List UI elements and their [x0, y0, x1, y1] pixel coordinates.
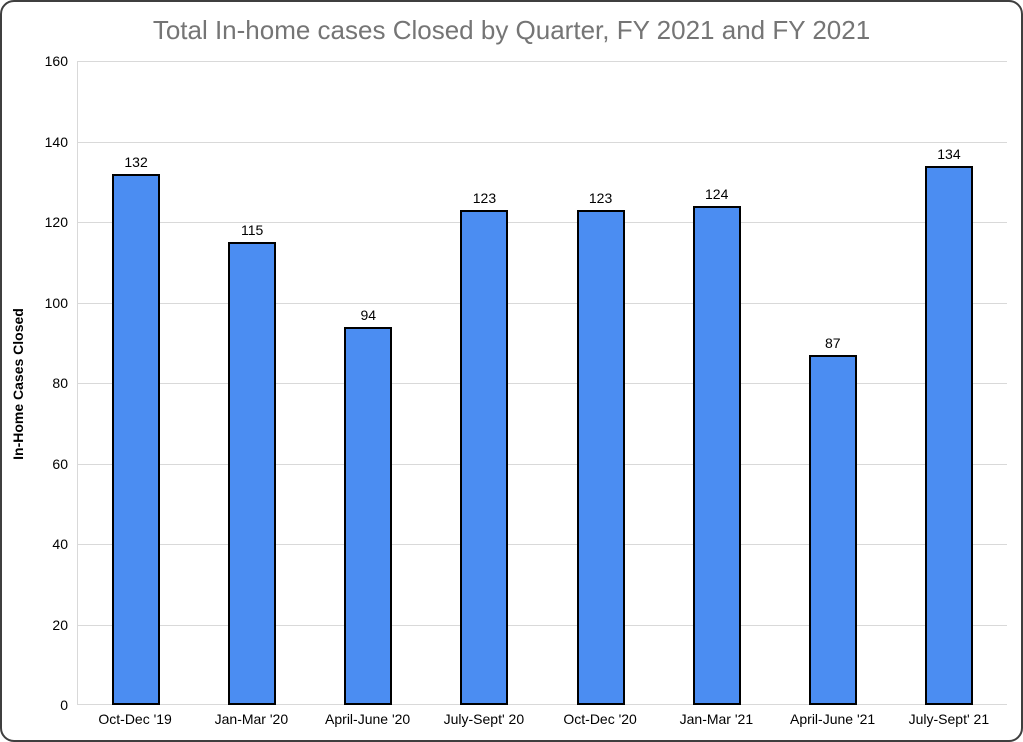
y-tick-label: 60	[52, 455, 68, 472]
bar	[924, 165, 973, 705]
bar-value-label: 94	[360, 306, 377, 323]
plot-area: 132 115 94 123 123 124 87 134	[77, 61, 1007, 705]
bar-slot: 87	[775, 61, 891, 705]
y-tick-label: 120	[44, 214, 68, 230]
bar-value-label: 87	[825, 334, 841, 351]
bar	[460, 209, 509, 705]
bar-slot: 134	[891, 61, 1007, 705]
gridline	[78, 61, 1007, 62]
gridline	[78, 222, 1007, 223]
bar-slot: 123	[543, 61, 659, 705]
bar-slot: 124	[659, 61, 775, 705]
bar-slot: 132	[78, 61, 194, 705]
bar-value-label: 123	[472, 189, 497, 206]
y-tick-label: 40	[52, 536, 68, 552]
bar-value-label: 123	[588, 189, 613, 206]
x-axis-tick-labels: Oct-Dec '19 Jan-Mar '20 April-June '20 July…	[77, 711, 1007, 733]
chart-title: Total In-home cases Closed by Quarter, F…	[152, 15, 871, 45]
bar-slot: 115	[194, 61, 310, 705]
bar	[692, 205, 741, 705]
bar-value-label: 115	[241, 222, 264, 239]
bar	[576, 209, 625, 705]
y-tick-label: 100	[44, 294, 68, 311]
bar-value-label: 124	[705, 185, 729, 202]
gridline	[78, 141, 1007, 143]
y-axis-tick-labels: 0 20 40 60 80 100 120 140 160	[2, 53, 68, 713]
x-tick-label: April-June '20	[325, 711, 411, 727]
x-tick-label: Jan-Mar '21	[679, 711, 754, 727]
gridline	[78, 704, 1007, 705]
gridline	[78, 383, 1007, 384]
bar	[808, 354, 857, 705]
bar-value-label: 134	[937, 145, 961, 162]
bar	[228, 242, 277, 705]
x-tick-label: April-June '21	[790, 711, 876, 727]
y-tick-label: 160	[44, 53, 68, 69]
y-tick-label: 80	[52, 375, 68, 391]
y-tick-label: 140	[44, 133, 68, 150]
x-tick-label: Oct-Dec '19	[98, 711, 172, 727]
bar-slot: 94	[310, 61, 426, 705]
y-tick-label: 20	[52, 616, 68, 633]
gridline	[78, 463, 1007, 465]
gridline	[78, 302, 1007, 304]
y-tick-label: 0	[60, 697, 68, 713]
gridline	[78, 544, 1007, 545]
x-tick-label: Jan-Mar '20	[214, 711, 289, 727]
bar-value-label: 132	[124, 153, 148, 170]
x-tick-label: Oct-Dec '20	[563, 711, 637, 727]
gridline	[78, 624, 1007, 626]
bar	[344, 326, 393, 705]
bar-slot: 123	[426, 61, 542, 705]
bar	[112, 173, 161, 705]
x-tick-label: July-Sept' 20	[443, 711, 525, 727]
x-tick-label: July-Sept' 21	[908, 711, 990, 727]
